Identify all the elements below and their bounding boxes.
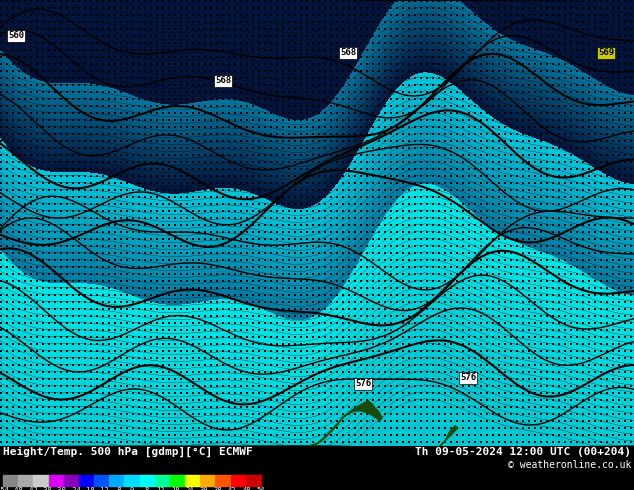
Text: 18: 18 <box>171 487 179 490</box>
Text: -8: -8 <box>113 487 122 490</box>
Text: -42: -42 <box>25 487 38 490</box>
Bar <box>216 475 231 486</box>
Bar <box>49 475 63 486</box>
Text: 576: 576 <box>355 379 371 389</box>
Bar <box>231 475 246 486</box>
Bar <box>139 475 155 486</box>
Text: Height/Temp. 500 hPa [gdmp][°C] ECMWF: Height/Temp. 500 hPa [gdmp][°C] ECMWF <box>3 447 253 457</box>
Text: -38: -38 <box>39 487 53 490</box>
Bar <box>200 475 216 486</box>
Text: Th 09-05-2024 12:00 UTC (00+204): Th 09-05-2024 12:00 UTC (00+204) <box>415 447 631 457</box>
Text: 560: 560 <box>8 31 24 41</box>
Bar <box>185 475 200 486</box>
Text: 48: 48 <box>242 487 251 490</box>
Bar <box>124 475 139 486</box>
Text: 568: 568 <box>340 49 356 57</box>
Text: -48: -48 <box>11 487 23 490</box>
Text: -12: -12 <box>97 487 110 490</box>
Bar <box>18 475 34 486</box>
Text: 38: 38 <box>214 487 223 490</box>
Text: 568: 568 <box>215 76 231 85</box>
Text: 30: 30 <box>200 487 208 490</box>
Text: -30: -30 <box>54 487 67 490</box>
Text: 24: 24 <box>185 487 193 490</box>
Text: 569: 569 <box>598 49 614 57</box>
Bar <box>79 475 94 486</box>
Bar <box>94 475 109 486</box>
Text: 0: 0 <box>130 487 134 490</box>
Bar <box>109 475 124 486</box>
Text: 54: 54 <box>257 487 265 490</box>
Text: 8: 8 <box>144 487 148 490</box>
Text: 42: 42 <box>228 487 236 490</box>
Bar <box>246 475 261 486</box>
Polygon shape <box>308 401 382 446</box>
Text: 12: 12 <box>157 487 165 490</box>
Bar <box>34 475 49 486</box>
Text: -24: -24 <box>68 487 81 490</box>
Text: -54: -54 <box>0 487 10 490</box>
Text: © weatheronline.co.uk: © weatheronline.co.uk <box>508 460 631 470</box>
Bar <box>170 475 185 486</box>
Text: -18: -18 <box>82 487 95 490</box>
Bar <box>3 475 18 486</box>
Bar <box>155 475 170 486</box>
Polygon shape <box>440 426 458 446</box>
Bar <box>63 475 79 486</box>
Text: 576: 576 <box>460 373 476 382</box>
